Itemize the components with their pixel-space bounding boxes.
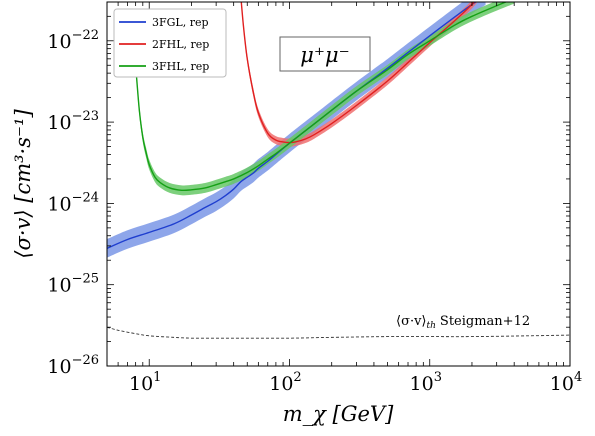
line-3fgl-rep — [107, 2, 477, 249]
legend-label-3fhl: 3FHL, rep — [152, 60, 209, 73]
y-tick-label: 10−26 — [47, 353, 99, 378]
axes: 101 102 103 104 10−26 10−25 10−24 10−23 10−22 — [47, 1, 582, 395]
x-tick-label: 103 — [410, 370, 442, 395]
y-tick-label: 10−25 — [47, 272, 99, 297]
x-tick-label: 101 — [129, 370, 161, 395]
plot-frame — [106, 1, 571, 367]
y-tick-label: 10−24 — [47, 190, 99, 215]
y-axis-label: ⟨σ·v⟩ [cm³·s⁻¹] — [11, 109, 35, 259]
legend: 3FGL, rep 2FHL, rep 3FHL, rep — [113, 8, 227, 78]
y-tick-label: 10−22 — [47, 28, 99, 53]
channel-label-box: μ⁺μ⁻ — [279, 36, 371, 72]
line-2fhl-rep — [240, 2, 476, 144]
thermal-relic-line — [107, 326, 570, 339]
x-axis-label: m_χ [GeV] — [283, 402, 394, 426]
legend-label-3fgl: 3FGL, rep — [152, 16, 209, 29]
x-tick-label: 102 — [269, 370, 301, 395]
line-3fhl-rep — [134, 2, 508, 192]
channel-label: μ⁺μ⁻ — [300, 43, 349, 67]
y-tick-label: 10−23 — [47, 109, 99, 134]
series-lines — [107, 2, 570, 339]
legend-label-2fhl: 2FHL, rep — [152, 38, 209, 51]
x-tick-label: 104 — [550, 370, 582, 395]
band-3fhl-rep — [135, 2, 515, 196]
reference-line-label: ⟨σ·v⟩th Steigman+12 — [396, 314, 530, 331]
